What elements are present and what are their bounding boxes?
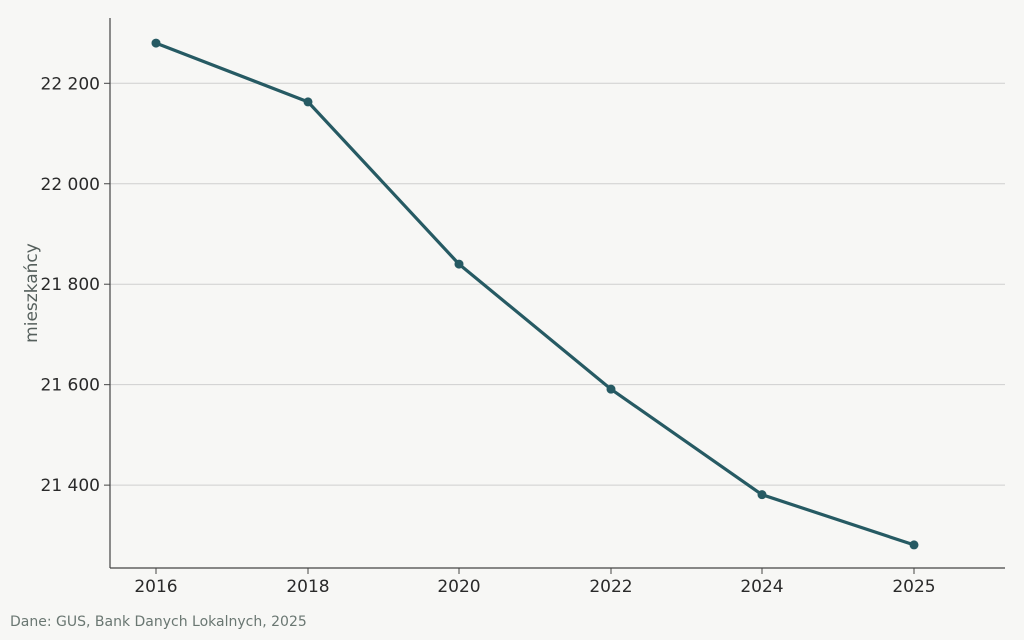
y-tick-label: 21 600 (41, 376, 100, 396)
data-point (454, 259, 464, 269)
data-point (909, 540, 919, 550)
y-tick-label: 22 000 (41, 175, 100, 195)
y-axis-ticks: 21 400 21 600 21 800 22 000 22 200 (41, 74, 110, 496)
source-note: Dane: GUS, Bank Danych Lokalnych, 2025 (10, 614, 307, 630)
data-point (757, 490, 767, 500)
x-tick-label: 2022 (589, 577, 632, 597)
y-tick-label: 21 400 (41, 476, 100, 496)
x-tick-label: 2024 (740, 577, 783, 597)
gridlines (110, 82, 1005, 486)
series-1 (151, 38, 919, 550)
x-tick-label: 2025 (892, 577, 935, 597)
data-point (303, 97, 313, 107)
x-axis-ticks: 2016 2018 2020 2022 2024 2025 (134, 568, 936, 597)
y-tick-label: 22 200 (41, 74, 100, 94)
y-tick-label: 21 800 (41, 275, 100, 295)
x-tick-label: 2018 (286, 577, 329, 597)
data-point (151, 38, 161, 48)
data-point (606, 384, 616, 394)
series-line (154, 41, 916, 547)
y-axis-title: mieszkańcy (22, 243, 42, 343)
axes (109, 18, 1005, 569)
x-tick-label: 2020 (437, 577, 480, 597)
x-tick-label: 2016 (134, 577, 177, 597)
